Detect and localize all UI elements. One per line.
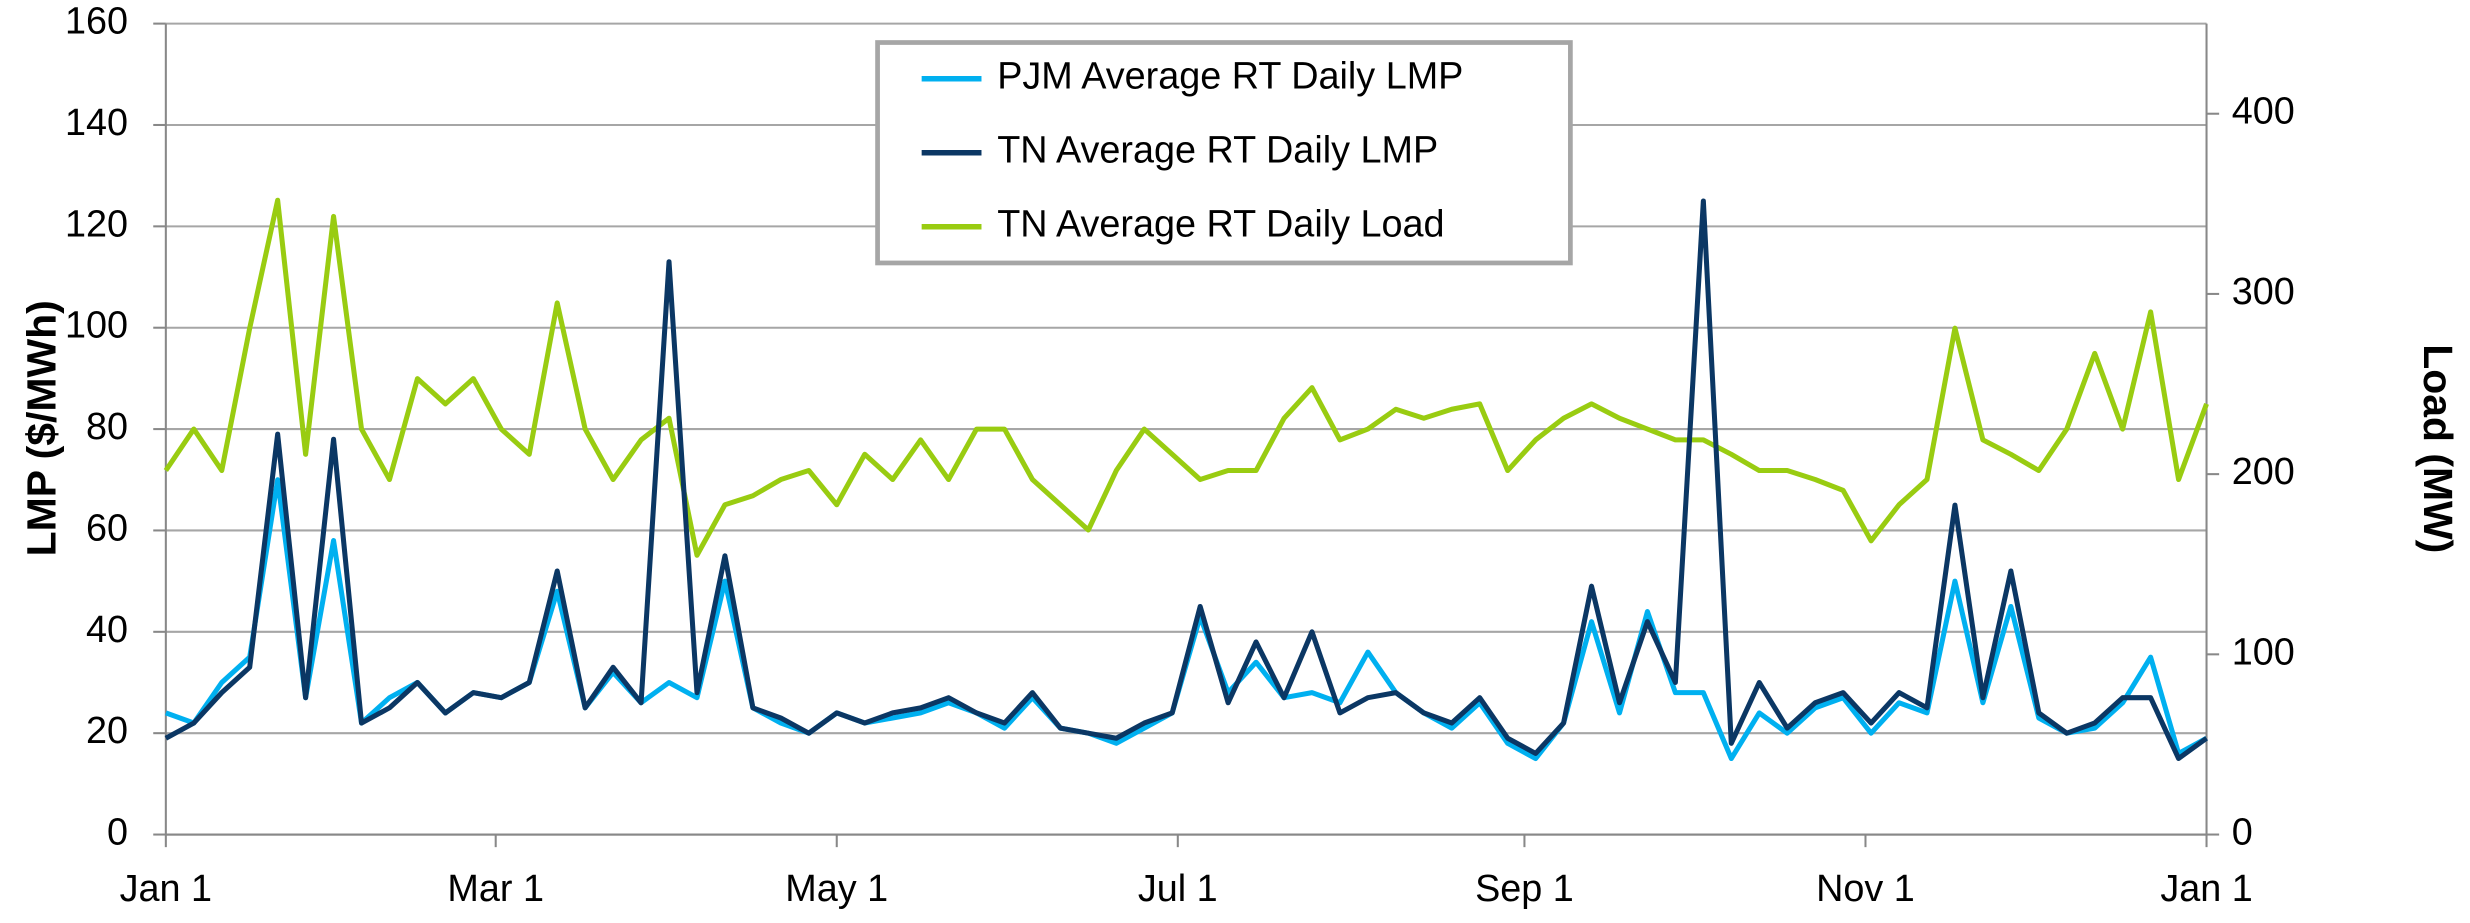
x-tick-label: Jan 1 (2160, 868, 2252, 910)
legend-label: TN Average RT Daily LMP (997, 130, 1438, 172)
y-tick-label: 0 (107, 812, 128, 854)
y-tick-label: 40 (86, 609, 128, 651)
y2-tick-label: 100 (2232, 631, 2295, 673)
x-tick-label: Jul 1 (1138, 868, 1218, 910)
legend: PJM Average RT Daily LMP TN Average RT Da… (875, 40, 1573, 266)
y-tick-label: 120 (65, 203, 128, 245)
series-line (164, 477, 2208, 762)
y2-tick-label: 200 (2232, 451, 2295, 493)
x-tick-label: Nov 1 (1816, 868, 1915, 910)
y-tick-label: 160 (65, 1, 128, 43)
y2-axis-title: Load (MW) (2415, 344, 2461, 553)
y2-tick-label: 300 (2232, 271, 2295, 313)
x-tick-label: May 1 (785, 868, 888, 910)
series-line (164, 198, 2209, 762)
y-tick-label: 140 (65, 102, 128, 144)
y-tick-label: 100 (65, 305, 128, 347)
x-tick-label: Mar 1 (447, 868, 544, 910)
y-tick-label: 60 (86, 507, 128, 549)
legend-label: PJM Average RT Daily LMP (997, 56, 1463, 98)
y2-tick-label: 400 (2232, 91, 2295, 133)
legend-label: TN Average RT Daily Load (997, 204, 1444, 246)
x-tick-label: Sep 1 (1475, 868, 1574, 910)
y2-tick-label: 0 (2232, 812, 2253, 854)
x-tick-label: Jan 1 (120, 868, 212, 910)
y-tick-label: 20 (86, 710, 128, 752)
legend-box (875, 40, 1573, 266)
series-line (163, 197, 2209, 558)
y-axis-title: LMP ($/MWh) (18, 300, 64, 556)
y-tick-label: 80 (86, 406, 128, 448)
